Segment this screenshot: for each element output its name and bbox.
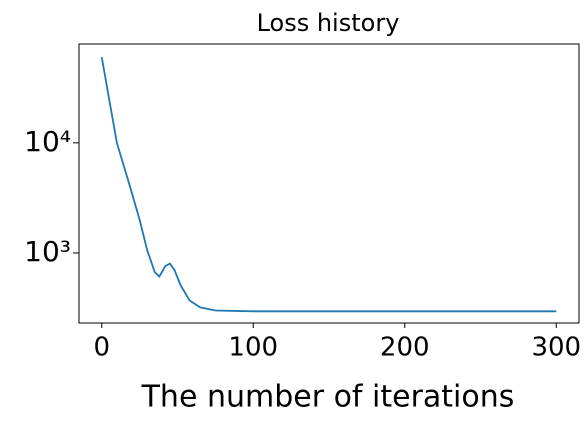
plot-frame (78, 43, 580, 324)
x-tick-label: 300 (531, 333, 581, 363)
line-series (100, 56, 557, 313)
x-tick-label: 100 (228, 333, 278, 363)
y-tick-label: 10³ (24, 235, 71, 268)
chart-title: Loss history (257, 9, 400, 37)
x-tick-label: 200 (380, 333, 430, 363)
x-tick-label: 0 (93, 333, 110, 363)
y-tick-label: 10⁴ (24, 125, 71, 158)
x-axis-label: The number of iterations (141, 380, 515, 415)
